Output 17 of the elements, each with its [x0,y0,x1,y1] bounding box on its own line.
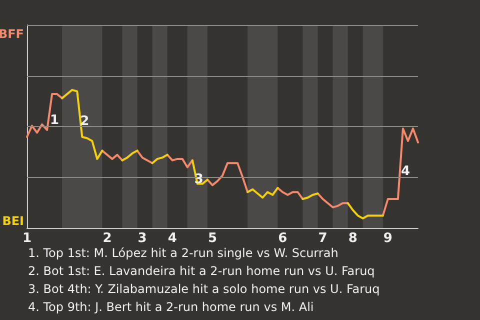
annotation: 1 [50,112,60,128]
text: 4. Top 9th: J. Bert hit a 2-run home run vs M. Ali [28,300,314,314]
text: 2. Bot 1st: E. Lavandeira hit a 2-run home run vs U. Faruq [28,264,375,278]
x-tick-label: 6 [278,231,288,246]
annotation: 2 [80,114,90,130]
text: BEI [2,214,24,228]
x-tick-label: 1 [22,231,32,246]
x-tick-label: 9 [383,231,392,246]
x-tick-label: 2 [102,231,112,246]
text: 1. Top 1st: M. López hit a 2-run single vs W. Scurrah [28,246,338,260]
x-tick-label: 8 [348,231,358,246]
text: 3. Bot 4th: Y. Zilabamuzale hit a solo home run vs U. Faruq [28,282,380,296]
x-tick-label: 4 [168,231,177,246]
x-tick-label: 3 [138,231,147,246]
x-tick-label: 5 [208,231,217,246]
annotation: 4 [400,164,410,179]
x-tick-label: 7 [318,231,328,246]
